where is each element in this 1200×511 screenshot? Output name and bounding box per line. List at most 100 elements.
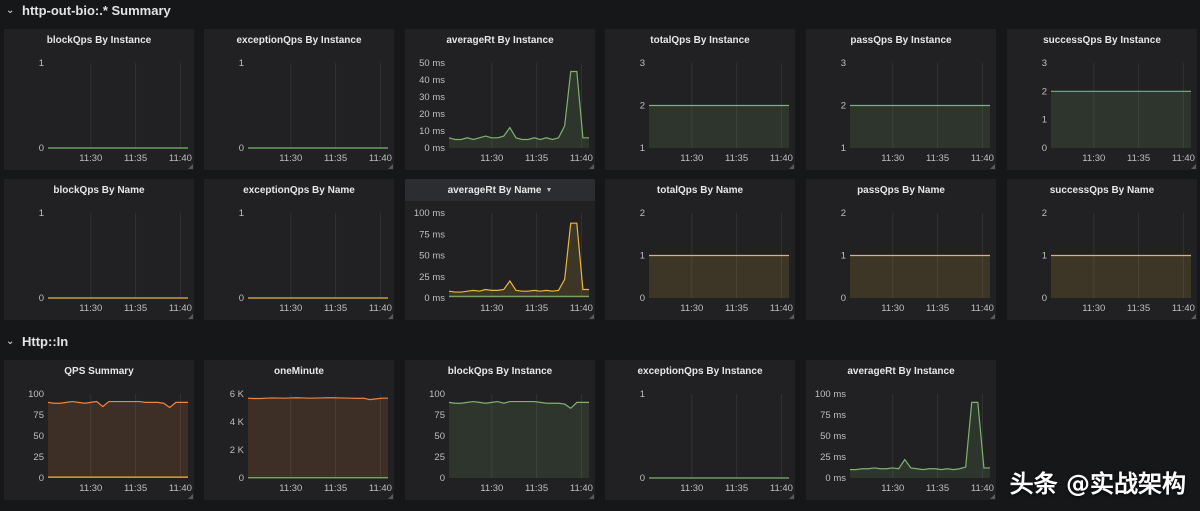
series-area [649, 255, 789, 298]
y-tick-label: 75 ms [419, 229, 445, 240]
graph-svg: 11:30 11:35 11:40 0 1 [39, 208, 192, 314]
panel-title[interactable]: blockQps By Name [4, 179, 194, 201]
graph-panel[interactable]: oneMinute 11:30 11:35 11:40 0 2 K 4 K 6 K [204, 360, 394, 500]
resize-handle-icon[interactable] [789, 164, 794, 169]
y-tick-label: 100 [28, 389, 44, 400]
resize-handle-icon[interactable] [188, 314, 193, 319]
graph-panel[interactable]: totalQps By Instance 11:30 11:35 11:40 1 2 3 [605, 29, 795, 170]
panel-title[interactable]: averageRt By Name ▼ [405, 179, 595, 201]
panel-title-text: exceptionQps By Instance [637, 365, 763, 377]
y-tick-label: 0 [239, 473, 244, 484]
y-tick-label: 50 [434, 431, 445, 442]
chevron-down-icon: ⌄ [6, 335, 15, 347]
graph-panel[interactable]: successQps By Name 11:30 11:35 11:40 0 1 2 [1007, 179, 1197, 320]
graph-panel[interactable]: blockQps By Instance 11:30 11:35 11:40 0 1 [4, 29, 194, 170]
panel-title-text: exceptionQps By Name [243, 184, 355, 196]
panel-title-text: QPS Summary [64, 365, 134, 377]
resize-handle-icon[interactable] [388, 314, 393, 319]
panel-title[interactable]: exceptionQps By Instance [605, 360, 795, 382]
resize-handle-icon[interactable] [789, 494, 794, 499]
panel-title-text: successQps By Instance [1043, 34, 1161, 46]
graph-panel[interactable]: averageRt By Instance 11:30 11:35 11:40 0 ms… [405, 29, 595, 170]
panel-title[interactable]: exceptionQps By Instance [204, 29, 394, 51]
graph-svg: 11:30 11:35 11:40 0 ms 25 ms 50 ms 75 ms 100 ms [815, 389, 994, 494]
panel-title[interactable]: successQps By Instance [1007, 29, 1197, 51]
y-tick-label: 1 [39, 58, 44, 69]
x-tick-label: 11:30 [480, 303, 503, 314]
resize-handle-icon[interactable] [990, 494, 995, 499]
panel-title[interactable]: successQps By Name [1007, 179, 1197, 201]
y-tick-label: 1 [1042, 251, 1047, 262]
graph-svg: 11:30 11:35 11:40 0 1 [640, 389, 793, 494]
resize-handle-icon[interactable] [990, 314, 995, 319]
x-tick-label: 11:30 [680, 483, 703, 494]
x-tick-label: 11:35 [1127, 153, 1150, 164]
panel-title[interactable]: QPS Summary [4, 360, 194, 382]
x-tick-label: 11:35 [525, 483, 548, 494]
graph-panel[interactable]: exceptionQps By Name 11:30 11:35 11:40 0 1 [204, 179, 394, 320]
resize-handle-icon[interactable] [990, 164, 995, 169]
y-tick-label: 0 ms [424, 143, 445, 154]
x-tick-label: 11:40 [369, 153, 392, 164]
panel-title[interactable]: totalQps By Name [605, 179, 795, 201]
resize-handle-icon[interactable] [388, 494, 393, 499]
panel-title[interactable]: passQps By Name [806, 179, 996, 201]
x-tick-label: 11:30 [480, 483, 503, 494]
y-tick-label: 1 [239, 208, 244, 219]
panel-title[interactable]: blockQps By Instance [405, 360, 595, 382]
graph-svg: 11:30 11:35 11:40 0 ms 10 ms 20 ms 30 ms 40 ms 5… [419, 58, 593, 164]
x-tick-label: 11:40 [971, 483, 994, 494]
panel-title[interactable]: averageRt By Instance [806, 360, 996, 382]
resize-handle-icon[interactable] [589, 164, 594, 169]
series-area [449, 401, 589, 478]
resize-handle-icon[interactable] [589, 314, 594, 319]
graph-svg: 11:30 11:35 11:40 0 25 50 75 100 [28, 389, 192, 494]
y-tick-label: 0 ms [424, 293, 445, 304]
resize-handle-icon[interactable] [1191, 314, 1196, 319]
x-tick-label: 11:35 [926, 303, 949, 314]
panel-title-text: averageRt By Instance [847, 365, 955, 377]
panel-title[interactable]: blockQps By Instance [4, 29, 194, 51]
graph-panel[interactable]: passQps By Instance 11:30 11:35 11:40 1 2 3 [806, 29, 996, 170]
panel-title[interactable]: oneMinute [204, 360, 394, 382]
series-area [248, 397, 388, 478]
series-area [449, 223, 589, 298]
x-tick-label: 11:30 [680, 153, 703, 164]
resize-handle-icon[interactable] [589, 494, 594, 499]
graph-panel[interactable]: blockQps By Instance 11:30 11:35 11:40 0 25 50… [405, 360, 595, 500]
y-tick-label: 2 [841, 101, 846, 112]
resize-handle-icon[interactable] [789, 314, 794, 319]
graph-panel[interactable]: exceptionQps By Instance 11:30 11:35 11:40 0… [204, 29, 394, 170]
resize-handle-icon[interactable] [188, 164, 193, 169]
panel-title[interactable]: exceptionQps By Name [204, 179, 394, 201]
row-header-http-in[interactable]: ⌄ Http::In [6, 331, 68, 351]
resize-handle-icon[interactable] [1191, 164, 1196, 169]
panel-title[interactable]: passQps By Instance [806, 29, 996, 51]
resize-handle-icon[interactable] [388, 164, 393, 169]
x-tick-label: 11:30 [79, 153, 102, 164]
y-tick-label: 20 ms [419, 109, 445, 120]
x-tick-label: 11:35 [324, 483, 347, 494]
y-tick-label: 3 [841, 58, 846, 69]
y-tick-label: 10 ms [419, 126, 445, 137]
resize-handle-icon[interactable] [188, 494, 193, 499]
series-line [47, 400, 188, 409]
graph-panel[interactable]: averageRt By Instance 11:30 11:35 11:40 0 ms… [806, 360, 996, 500]
series-line [448, 222, 589, 293]
graph-panel[interactable]: successQps By Instance 11:30 11:35 11:40 0 1 2… [1007, 29, 1197, 170]
graph-panel[interactable]: blockQps By Name 11:30 11:35 11:40 0 1 [4, 179, 194, 320]
graph-panel[interactable]: QPS Summary 11:30 11:35 11:40 0 25 50 75 100 [4, 360, 194, 500]
panel-title[interactable]: totalQps By Instance [605, 29, 795, 51]
x-tick-label: 11:40 [369, 483, 392, 494]
graph-panel[interactable]: exceptionQps By Instance 11:30 11:35 11:40 0… [605, 360, 795, 500]
graph-panel[interactable]: passQps By Name 11:30 11:35 11:40 0 1 2 [806, 179, 996, 320]
caret-down-icon[interactable]: ▼ [545, 186, 553, 194]
graph-panel[interactable]: averageRt By Name ▼ 11:30 11:35 11:40 0 ms 25 … [405, 179, 595, 320]
graph-panel[interactable]: totalQps By Name 11:30 11:35 11:40 0 1 2 [605, 179, 795, 320]
panel-title[interactable]: averageRt By Instance [405, 29, 595, 51]
y-tick-label: 1 [39, 208, 44, 219]
graph-svg: 11:30 11:35 11:40 0 1 [239, 58, 392, 164]
row-header-summary[interactable]: ⌄ http-out-bio:.* Summary [6, 0, 171, 20]
watermark: 头条 @实战架构 [1009, 470, 1186, 498]
x-tick-label: 11:30 [881, 303, 904, 314]
